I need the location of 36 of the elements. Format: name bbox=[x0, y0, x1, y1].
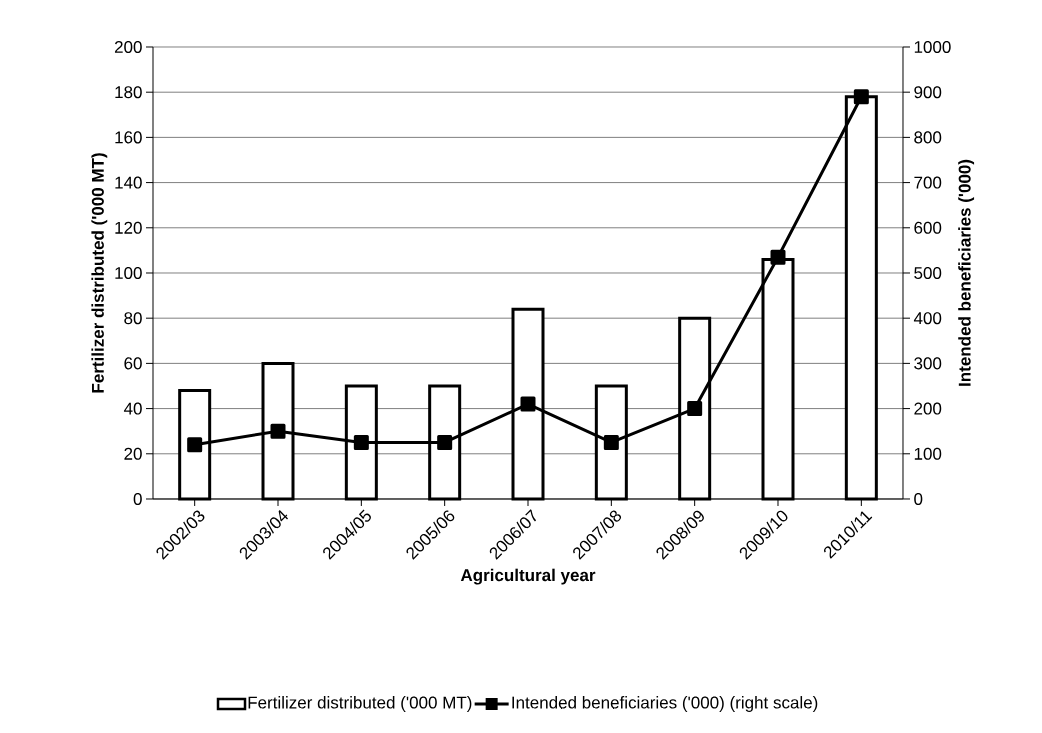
y2-tick-label: 500 bbox=[914, 266, 942, 280]
legend-label: Fertilizer distributed ('000 MT) bbox=[248, 696, 472, 712]
y-tick-label: 20 bbox=[124, 447, 142, 460]
y2-tick-label: 200 bbox=[914, 402, 942, 415]
y2-tick-label: 0 bbox=[914, 492, 923, 506]
point bbox=[520, 396, 536, 412]
point bbox=[603, 434, 619, 450]
x-axis-title: Agricultural year bbox=[460, 568, 596, 585]
point bbox=[853, 89, 869, 105]
y-tick-label: 0 bbox=[133, 492, 142, 506]
y-axis-title: Fertilizer distributed ('000 MT) bbox=[91, 153, 108, 393]
y2-tick-label: 800 bbox=[914, 131, 942, 144]
y-tick-label: 100 bbox=[115, 266, 142, 280]
y-tick-label: 40 bbox=[123, 402, 142, 415]
point bbox=[437, 434, 453, 450]
point bbox=[270, 423, 286, 439]
y-tick-label: 60 bbox=[124, 357, 142, 370]
y-tick-label: 140 bbox=[115, 176, 142, 189]
y2-tick-label: 900 bbox=[914, 86, 942, 99]
y-tick-label: 160 bbox=[115, 131, 142, 144]
y2-tick-label: 400 bbox=[913, 312, 942, 325]
y2-tick-label: 300 bbox=[914, 357, 942, 370]
y2-axis-title: Intended beneficiaries ('000) bbox=[958, 159, 975, 386]
y2-tick-label: 1000 bbox=[914, 40, 951, 54]
point bbox=[770, 249, 786, 265]
point bbox=[187, 437, 203, 453]
legend-label: Intended beneficiaries ('000) (right scale) bbox=[512, 696, 818, 712]
y2-tick-label: 100 bbox=[914, 447, 942, 460]
y-tick-label: 80 bbox=[124, 312, 142, 325]
y-tick-label: 120 bbox=[115, 221, 142, 234]
y-tick-label: 180 bbox=[115, 86, 142, 99]
y-tick-label: 200 bbox=[114, 40, 142, 54]
y2-tick-label: 700 bbox=[914, 176, 942, 189]
point bbox=[353, 434, 369, 450]
point bbox=[687, 401, 703, 417]
y2-tick-label: 600 bbox=[914, 221, 942, 234]
